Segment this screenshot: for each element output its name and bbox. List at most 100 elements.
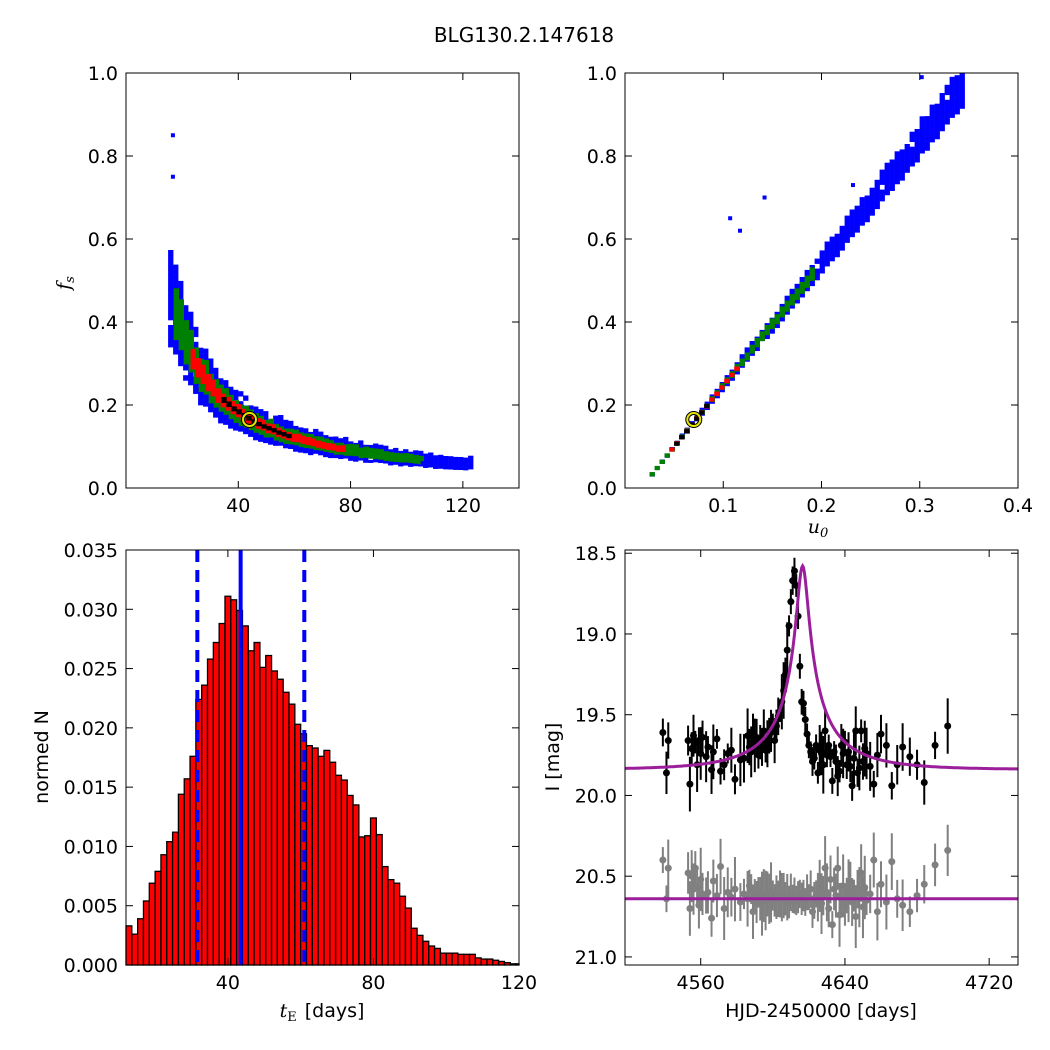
- main-data-point: [870, 780, 878, 788]
- heatmap-cell-outer: [774, 321, 780, 328]
- heatmap-cell-middle: [188, 329, 194, 336]
- heatmap-cell-outer: [338, 458, 344, 460]
- heatmap-cell-outer: [218, 378, 224, 384]
- heatmap-cell-outer: [233, 394, 239, 401]
- heatmap-cell-outer: [278, 440, 284, 446]
- heatmap-cell-middle: [208, 398, 214, 404]
- heatmap-cell-inner: [275, 427, 281, 433]
- heatmap-cell-outer: [168, 330, 174, 336]
- heatmap-stray-cell: [462, 461, 467, 466]
- heatmap-cell-outer: [889, 159, 895, 165]
- heatmap-cell-middle: [208, 373, 214, 380]
- second-data-point: [709, 877, 717, 885]
- heatmap-cell-middle: [779, 311, 785, 317]
- heatmap-cell-inner: [305, 437, 311, 443]
- heatmap-cell-middle: [193, 382, 199, 384]
- heatmap-cell-outer: [884, 177, 890, 183]
- heatmap-cell-outer: [829, 246, 835, 252]
- main-data-point: [717, 767, 725, 775]
- main-data-point: [866, 762, 874, 770]
- histogram-bar: [305, 744, 313, 966]
- bottom-left-ylabel: normed N: [31, 710, 53, 804]
- heatmap-cell-middle: [173, 323, 179, 329]
- heatmap-cell-inner: [215, 393, 221, 399]
- heatmap-cell-outer: [919, 121, 925, 127]
- heatmap-cell-outer: [924, 141, 930, 147]
- heatmap-cell-outer: [844, 235, 850, 241]
- heatmap-cell-outer: [303, 428, 309, 434]
- bottom-left-xtick-label: 120: [501, 972, 537, 994]
- heatmap-cell-outer: [373, 443, 379, 449]
- heatmap-cell-outer: [183, 365, 189, 371]
- heatmap-cell-middle: [213, 384, 219, 390]
- heatmap-cell-outer: [278, 415, 284, 421]
- heatmap-cell-inner: [240, 408, 246, 414]
- heatmap-cell-outer: [894, 171, 900, 177]
- heatmap-cell-outer: [914, 134, 920, 140]
- heatmap-cell-middle: [278, 441, 284, 443]
- heatmap-cell-middle: [253, 428, 259, 433]
- heatmap-cell-outer: [939, 93, 945, 99]
- heatmap-cell-inner: [295, 433, 301, 439]
- heatmap-cell-middle: [654, 465, 660, 471]
- histogram-bar: [358, 836, 366, 966]
- heatmap-cell-outer: [183, 380, 189, 381]
- heatmap-cell-outer: [308, 451, 314, 456]
- heatmap-cell-inner: [235, 403, 241, 410]
- heatmap-cell-middle: [649, 472, 655, 477]
- heatmap-cell-outer: [899, 149, 905, 155]
- heatmap-cell-outer: [343, 436, 349, 443]
- heatmap-cell-outer: [388, 459, 394, 465]
- heatmap-cell-outer: [834, 233, 840, 239]
- heatmap-cell-outer: [203, 348, 209, 354]
- heatmap-cell-outer: [258, 439, 264, 442]
- main-data-point: [857, 727, 865, 735]
- main-data-point: [704, 743, 712, 751]
- second-data-point: [873, 908, 881, 916]
- heatmap-cell-outer: [949, 106, 955, 113]
- main-data-point: [828, 777, 836, 785]
- heatmap-cell-outer: [428, 457, 434, 463]
- heatmap-cell-middle: [799, 291, 805, 294]
- heatmap-cell-middle: [173, 328, 179, 334]
- heatmap-cell-outer: [193, 341, 199, 348]
- top-left-xtick-label: 120: [445, 495, 481, 517]
- histogram-bar: [340, 779, 348, 966]
- main-data-point: [709, 748, 717, 756]
- heatmap-cell-outer: [383, 445, 389, 451]
- heatmap-cell-outer: [919, 136, 925, 142]
- heatmap-stray-cell: [762, 195, 767, 200]
- heatmap-cell-outer: [929, 104, 935, 110]
- heatmap-cell-middle: [218, 384, 224, 390]
- heatmap-cell-outer: [939, 118, 945, 124]
- heatmap-cell-inner: [190, 358, 196, 365]
- heatmap-cell-outer: [844, 220, 850, 226]
- heatmap-cell-middle: [353, 454, 359, 457]
- heatmap-cell-outer: [774, 326, 780, 329]
- heatmap-cell-outer: [228, 416, 234, 422]
- heatmap-cell-inner: [210, 379, 216, 385]
- heatmap-cell-inner: [734, 366, 740, 371]
- heatmap-cell-outer: [268, 438, 274, 445]
- histogram-bar: [247, 650, 255, 966]
- heatmap-cell-outer: [829, 256, 835, 262]
- main-data-point: [899, 743, 907, 751]
- heatmap-cells: [649, 73, 965, 477]
- heatmap-cell-outer: [959, 108, 965, 109]
- heatmap-cell-outer: [834, 248, 840, 254]
- heatmap-cell-outer: [869, 187, 875, 193]
- heatmap-cell-middle: [223, 393, 229, 399]
- heatmap-cell-outer: [328, 456, 334, 459]
- heatmap-cell-outer: [929, 134, 935, 140]
- heatmap-cell-middle: [363, 451, 369, 457]
- heatmap-cell-outer: [258, 409, 264, 415]
- heatmap-cell-middle: [268, 433, 274, 438]
- heatmap-cell-outer: [784, 295, 790, 301]
- heatmap-cell-outer: [874, 184, 880, 191]
- second-data-point: [659, 856, 667, 864]
- heatmap-cell-core: [256, 421, 262, 427]
- histogram-bar: [334, 774, 343, 966]
- heatmap-cell-inner: [220, 403, 226, 408]
- heatmap-cell-outer: [899, 164, 905, 170]
- heatmap-cell-outer: [293, 425, 299, 432]
